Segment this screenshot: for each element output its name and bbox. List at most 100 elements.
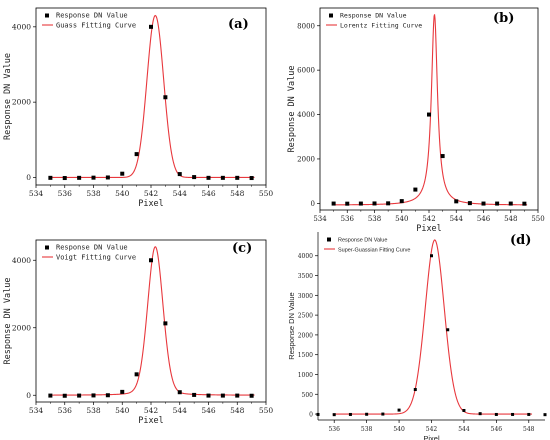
data-point [235, 175, 240, 180]
data-point [358, 201, 363, 206]
x-tick-label: 536 [58, 189, 73, 198]
data-point [511, 412, 515, 416]
data-point [381, 412, 385, 416]
y-axis-label: Response DN Value [287, 66, 297, 153]
chart-panel-1: 534 536 538 540 542 544 546 548 550 0 2000 4000 Pixe… [3, 7, 273, 209]
y-tick-label: 4000 [12, 22, 31, 31]
y-tick-label: 1500 [298, 352, 313, 359]
x-tick-label: 550 [531, 215, 544, 223]
x-tick-label: 534 [313, 215, 327, 223]
data-point [220, 175, 225, 180]
data-point [177, 390, 182, 395]
x-tick-label: 548 [504, 215, 517, 223]
y-tick-label: 2000 [12, 98, 31, 107]
data-point [149, 24, 153, 29]
y-axis-label: Response DN Value [3, 278, 13, 365]
data-point [316, 412, 320, 416]
data-point [478, 412, 482, 416]
x-tick-label: 550 [259, 406, 274, 415]
x-tick-label: 542 [426, 426, 438, 433]
x-tick-label: 544 [173, 189, 188, 198]
y-tick-label: 4000 [12, 256, 31, 265]
x-tick-label: 544 [450, 215, 464, 223]
data-point [413, 388, 417, 392]
data-point [399, 199, 404, 204]
plot-frame [319, 7, 539, 211]
x-tick-label: 548 [230, 406, 245, 415]
x-tick-label: 540 [115, 406, 130, 415]
y-axis-label: Response DN Value [3, 53, 13, 140]
chart-panel-2: 534 536 538 540 542 544 546 548 550 0 2000 4000 6000… [287, 7, 545, 234]
panel-label: (a) [228, 17, 249, 32]
legend-marker-points [329, 13, 333, 18]
legend-label-points: Response DN Value [338, 238, 387, 244]
y-tick-label: 0 [309, 412, 313, 419]
data-point [206, 175, 211, 180]
x-tick-label: 536 [58, 406, 73, 415]
x-tick-label: 538 [86, 189, 101, 198]
x-tick-label: 548 [523, 426, 535, 433]
data-point [331, 201, 336, 206]
x-tick-label: 542 [144, 406, 159, 415]
data-point [249, 176, 254, 181]
y-tick-label: 3500 [298, 273, 313, 280]
y-tick-label: 2000 [12, 323, 31, 332]
x-tick-label: 534 [29, 406, 44, 415]
data-point [365, 412, 369, 416]
legend-label-curve: Voigt Fitting Curve [56, 254, 136, 262]
x-tick-label: 538 [361, 426, 373, 433]
x-tick-label: 536 [341, 215, 355, 223]
x-tick-label: 542 [144, 189, 159, 198]
legend-marker-points [45, 13, 49, 18]
data-point [77, 393, 82, 398]
data-point [481, 201, 486, 206]
legend-marker-points [327, 237, 331, 242]
data-point [149, 258, 153, 263]
y-tick-label: 4000 [298, 253, 313, 260]
chart-panel-4: 536 538 540 542 544 546 548 0 500 1000 1500 2000 250… [287, 232, 547, 440]
fit-curve-line [332, 239, 533, 415]
y-tick-label: 0 [311, 200, 315, 208]
fit-curve-line [48, 14, 255, 179]
y-tick-label: 6000 [297, 67, 315, 75]
data-point [192, 175, 197, 180]
x-tick-label: 546 [491, 426, 503, 433]
legend-label-points: Response DN Value [56, 12, 128, 20]
data-point [206, 393, 211, 398]
data-point [120, 389, 125, 394]
chart-panel-3: 534 536 538 540 542 544 546 548 550 0 2000 4000 Pixe… [3, 239, 274, 426]
data-point [77, 175, 82, 180]
y-tick-label: 2000 [298, 332, 313, 339]
x-axis-label: Pixel [423, 434, 440, 440]
data-point [177, 172, 182, 177]
plot-frame [35, 239, 267, 403]
x-tick-label: 538 [86, 406, 101, 415]
x-axis-label: Pixel [416, 224, 442, 234]
y-tick-label: 2500 [298, 313, 313, 320]
x-tick-label: 548 [230, 189, 245, 198]
data-point [48, 175, 53, 180]
data-point [454, 199, 459, 204]
data-point [522, 201, 527, 206]
x-tick-label: 540 [395, 215, 408, 223]
legend: Response DN Value Super-Guassian Fitting … [324, 237, 410, 254]
data-point [235, 393, 240, 398]
data-point [467, 201, 472, 206]
y-tick-label: 0 [26, 173, 31, 182]
x-tick-label: 546 [201, 189, 216, 198]
data-point [134, 152, 139, 157]
data-point [62, 393, 67, 398]
data-point [508, 201, 513, 206]
panel-label: (b) [493, 11, 514, 26]
data-point [427, 112, 431, 117]
data-point [91, 393, 96, 398]
data-point [91, 175, 96, 180]
x-axis-label: Pixel [138, 416, 164, 426]
data-point [413, 187, 418, 192]
data-point [495, 201, 500, 206]
y-tick-label: 4000 [297, 111, 315, 119]
x-tick-label: 540 [115, 189, 130, 198]
x-tick-label: 546 [477, 215, 491, 223]
data-point [543, 413, 547, 417]
legend: Response DN Value Guass Fitting Curve [42, 12, 136, 30]
